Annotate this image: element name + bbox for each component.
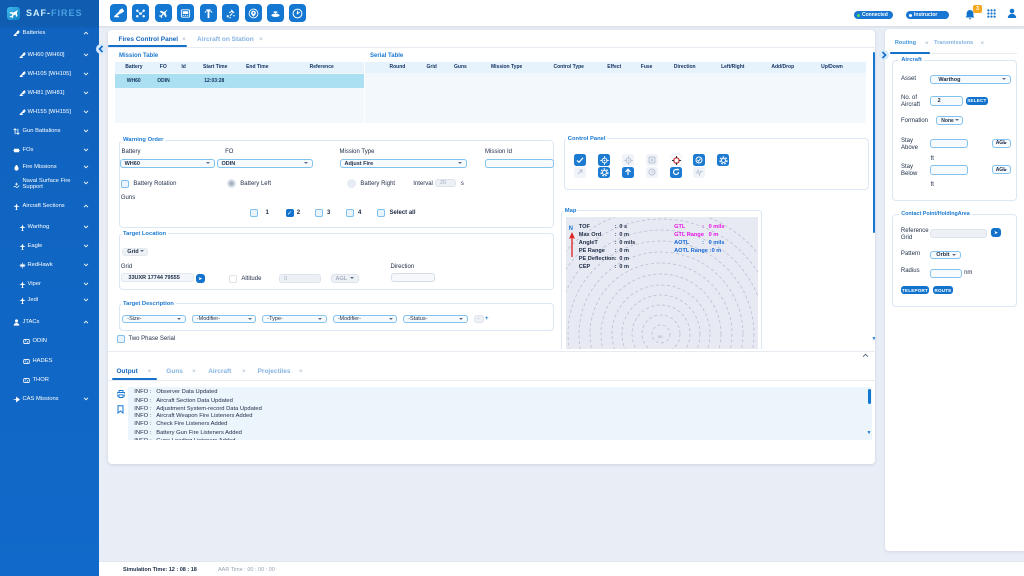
svg-text:50: 50	[658, 334, 663, 339]
